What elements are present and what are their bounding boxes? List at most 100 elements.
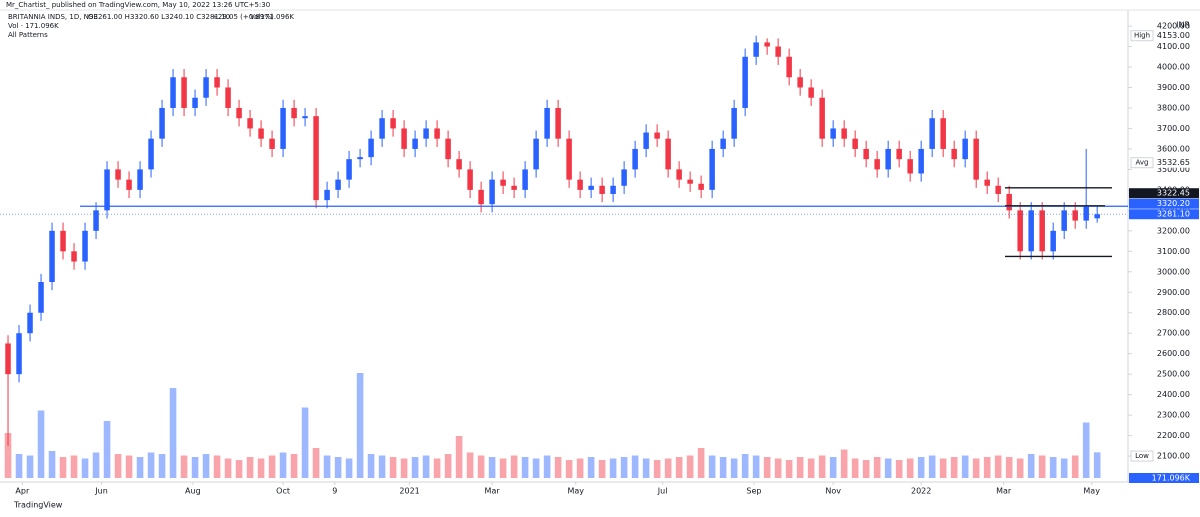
candle-body — [951, 148, 957, 160]
volume-bar — [400, 458, 408, 478]
candle-body — [753, 42, 759, 57]
volume-bar — [59, 457, 67, 478]
candle-body — [874, 159, 880, 170]
x-tick-label: 9 — [332, 487, 337, 496]
volume-bar — [81, 458, 89, 478]
volume-bar — [1016, 458, 1024, 478]
candle-body — [1050, 230, 1056, 252]
volume-bar — [840, 449, 848, 478]
volume-bar — [598, 460, 606, 478]
y-tick-label: 3000.00 — [1157, 267, 1190, 276]
candle-body — [643, 132, 649, 149]
candle-body — [984, 179, 990, 186]
candle-body — [137, 169, 143, 190]
candle-body — [346, 159, 352, 180]
volume-bar — [620, 457, 628, 478]
candle-body — [511, 185, 517, 190]
volume-bar — [708, 455, 716, 478]
candle-body — [1094, 214, 1100, 219]
candle-body — [434, 128, 440, 139]
candle-body — [808, 87, 814, 98]
volume-bar — [125, 455, 133, 478]
candle-body — [555, 107, 561, 139]
candle-body — [819, 97, 825, 139]
x-tick-label: Mar — [996, 487, 1012, 496]
candle-body — [1006, 193, 1012, 211]
volume-bar — [1049, 457, 1057, 478]
candle-body — [181, 77, 187, 108]
volume-bar — [191, 457, 199, 478]
volume-bar — [323, 455, 331, 478]
volume-bar — [279, 452, 287, 478]
volume-bar — [741, 454, 749, 478]
volume-bar — [521, 457, 529, 478]
candle-body — [104, 169, 110, 211]
volume-bar — [873, 457, 881, 478]
candle-body — [1072, 210, 1078, 221]
candle-body — [368, 138, 374, 158]
volume-bar — [543, 455, 551, 478]
candle-body — [720, 138, 726, 149]
y-tick-label: 2800.00 — [1157, 308, 1190, 317]
volume-header: Vol171.096K — [250, 13, 294, 21]
volume-bar — [631, 455, 639, 478]
volume-bar — [312, 448, 320, 478]
candle-body — [687, 179, 693, 184]
x-tick-label: Oct — [276, 487, 290, 496]
candle-body — [610, 185, 616, 194]
price-badge-label: 3281.10 — [1157, 210, 1190, 219]
volume-bar — [92, 452, 100, 478]
volume-bar — [928, 455, 936, 478]
candle-body — [390, 118, 396, 129]
candle-body — [313, 116, 319, 201]
candle-body — [797, 77, 803, 88]
candle-body — [1083, 206, 1089, 221]
candle-body — [71, 251, 77, 262]
candle-body — [82, 230, 88, 262]
candle-body — [896, 148, 902, 160]
candle-body — [918, 148, 924, 174]
candle-body — [940, 118, 946, 149]
candle-body — [49, 230, 55, 283]
candle-body — [973, 138, 979, 180]
candle-body — [775, 46, 781, 57]
candle-body — [698, 183, 704, 190]
candle-body — [247, 118, 253, 129]
volume-bar — [180, 455, 188, 478]
volume-bar — [576, 458, 584, 478]
candle-body — [302, 116, 308, 119]
candle-body — [599, 185, 605, 194]
candle-body — [214, 77, 220, 88]
candle-body — [379, 118, 385, 139]
volume-bar — [301, 407, 309, 478]
x-tick-label: Nov — [825, 487, 841, 496]
x-tick-label: 2022 — [911, 487, 931, 496]
volume-bar — [565, 460, 573, 478]
price-badge — [1129, 209, 1199, 220]
candle-body — [1028, 210, 1034, 252]
volume-bar — [532, 458, 540, 478]
candle-body — [412, 138, 418, 149]
candle-body — [577, 179, 583, 190]
volume-bar — [851, 458, 859, 478]
volume-bar — [136, 457, 144, 478]
y-tick-label: 2900.00 — [1157, 288, 1190, 297]
vol-line: Vol · 171.096K — [8, 22, 59, 30]
volume-bar — [587, 457, 595, 478]
volume-bar — [367, 454, 375, 478]
volume-bar — [862, 460, 870, 478]
x-tick-label: Mar — [485, 487, 501, 496]
volume-bar — [345, 458, 353, 478]
candle-body — [236, 107, 242, 119]
candle-body — [1017, 210, 1023, 252]
candle-body — [588, 185, 594, 190]
candle-body — [841, 128, 847, 139]
volume-bar — [884, 458, 892, 478]
x-tick-label: May — [1083, 487, 1100, 496]
y-tick-label: 2400.00 — [1157, 390, 1190, 399]
volume-badge-label: 171.096K — [1152, 474, 1191, 483]
volume-bar — [829, 457, 837, 478]
stat-label-bg — [1156, 157, 1196, 168]
y-tick-label: 3900.00 — [1157, 83, 1190, 92]
candle-body — [401, 128, 407, 149]
